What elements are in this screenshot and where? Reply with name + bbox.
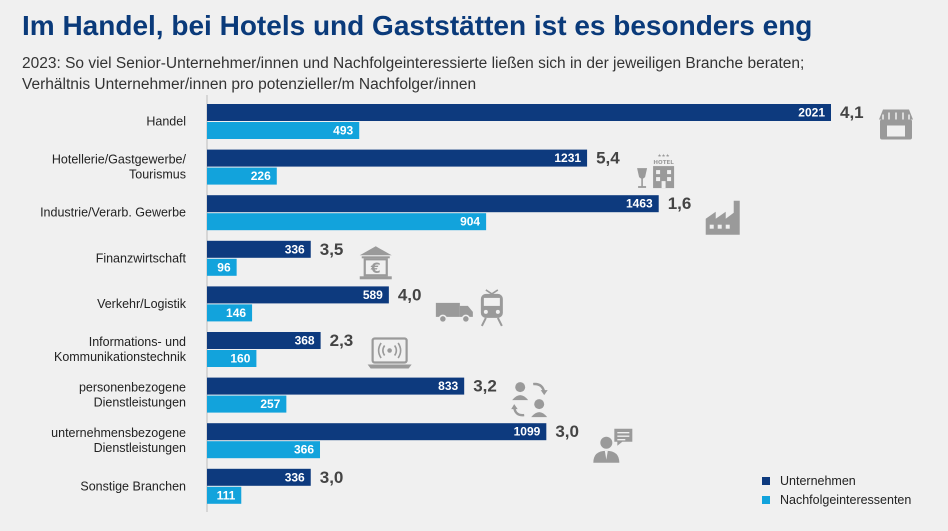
factory-icon: [705, 200, 740, 235]
category-label-line: Sonstige Branchen: [80, 479, 186, 493]
ratio-label: 3,2: [473, 377, 497, 396]
category-label-line: Industrie/Verarb. Gewerbe: [40, 206, 186, 220]
ratio-label: 4,0: [398, 285, 422, 304]
bar-unternehmen: [207, 104, 831, 121]
ratio-label: 3,5: [320, 240, 344, 259]
value-label-nachfolger: 493: [333, 124, 353, 138]
subtitle-line-2: Verhältnis Unternehmer/innen pro potenzi…: [22, 76, 477, 93]
category-label-line: unternehmensbezogene: [51, 426, 186, 440]
legend-label-nachfolger: Nachfolgeinteressenten: [780, 493, 911, 507]
category-label: Verkehr/Logistik: [97, 297, 187, 311]
category-label-line: Finanzwirtschaft: [96, 251, 187, 265]
value-label-unternehmen: 336: [285, 470, 305, 484]
subtitle-line-1: 2023: So viel Senior-Unternehmer/innen u…: [22, 55, 805, 72]
bank-icon: [359, 246, 392, 280]
store-icon: [878, 108, 914, 141]
transport-icon: [434, 288, 504, 327]
value-label-nachfolger: 96: [217, 260, 231, 274]
category-label: Industrie/Verarb. Gewerbe: [40, 206, 186, 220]
ratio-label: 3,0: [320, 468, 344, 487]
bar-unternehmen: [207, 468, 311, 486]
value-label-unternehmen: 833: [438, 379, 458, 393]
category-label: Sonstige Branchen: [80, 479, 186, 493]
value-label-nachfolger: 257: [260, 397, 280, 411]
bar-nachfolger: [207, 486, 242, 504]
value-label-unternehmen: 336: [285, 242, 305, 256]
bar-unternehmen: [207, 332, 321, 349]
category-label: Finanzwirtschaft: [96, 251, 187, 265]
bar-nachfolger: [207, 395, 287, 413]
ratio-label: 3,0: [555, 422, 579, 441]
category-label: Informations- und Kommunikationstechnik: [54, 335, 187, 364]
bar-nachfolger: [207, 258, 237, 276]
people-exchange-icon: [511, 382, 548, 418]
bar-nachfolger: [207, 213, 487, 231]
chart-subtitle: 2023: So viel Senior-Unternehmer/innen u…: [22, 53, 804, 95]
legend: Unternehmen Nachfolgeinteressenten: [762, 474, 911, 507]
bar-nachfolger: [207, 350, 257, 367]
value-label-nachfolger: 366: [294, 443, 314, 457]
value-label-unternehmen: 2021: [798, 106, 825, 120]
value-label-unternehmen: 589: [363, 288, 383, 302]
category-label: Hotellerie/Gastgewerbe/Tourismus: [52, 153, 187, 182]
category-label: personenbezogene Dienstleistungen: [79, 381, 186, 410]
legend-swatch-nachfolger: [762, 496, 770, 504]
category-label-line: Dienstleistungen: [94, 396, 186, 410]
category-label-line: Tourismus: [129, 168, 186, 182]
value-label-nachfolger: 226: [251, 169, 271, 183]
legend-label-unternehmen: Unternehmen: [780, 474, 856, 488]
category-label: Handel: [146, 115, 186, 129]
bar-nachfolger: [207, 167, 277, 185]
ratio-label: 1,6: [668, 194, 692, 213]
laptop-icon: [367, 338, 412, 369]
category-label: unternehmensbezogene Dienstleistungen: [51, 426, 186, 455]
category-label-line: Dienstleistungen: [94, 441, 186, 455]
value-label-unternehmen: 1099: [514, 425, 541, 439]
category-label-line: personenbezogene: [79, 381, 186, 395]
bar-nachfolger: [207, 304, 253, 322]
bar-unternehmen: [207, 377, 465, 395]
value-label-unternehmen: 368: [295, 334, 315, 348]
bar-unternehmen: [207, 286, 389, 304]
category-label-line: Handel: [146, 115, 186, 129]
bar-nachfolger: [207, 441, 321, 459]
value-label-nachfolger: 111: [217, 488, 236, 502]
category-label-line: Informations- und: [89, 335, 186, 349]
ratio-label: 2,3: [330, 331, 354, 350]
bar-unternehmen: [207, 149, 588, 167]
value-label-nachfolger: 904: [460, 215, 480, 229]
bar-unternehmen: [207, 195, 659, 213]
bar-unternehmen: [207, 240, 311, 258]
value-label-unternehmen: 1231: [554, 151, 581, 165]
bar-unternehmen: [207, 423, 547, 441]
value-label-unternehmen: 1463: [626, 197, 653, 211]
ratio-label: 5,4: [596, 149, 620, 168]
value-label-nachfolger: 160: [230, 352, 250, 366]
category-label-line: Hotellerie/Gastgewerbe/: [52, 153, 187, 167]
value-label-nachfolger: 146: [226, 306, 246, 320]
bar-nachfolger: [207, 122, 360, 139]
category-label-line: Kommunikationstechnik: [54, 350, 187, 364]
businessman-chat-icon: [592, 428, 633, 464]
category-label-line: Verkehr/Logistik: [97, 297, 187, 311]
legend-swatch-unternehmen: [762, 477, 770, 485]
hotel-icon: [637, 153, 675, 189]
chart-title: Im Handel, bei Hotels und Gaststätten is…: [22, 10, 813, 41]
ratio-label: 4,1: [840, 103, 864, 122]
